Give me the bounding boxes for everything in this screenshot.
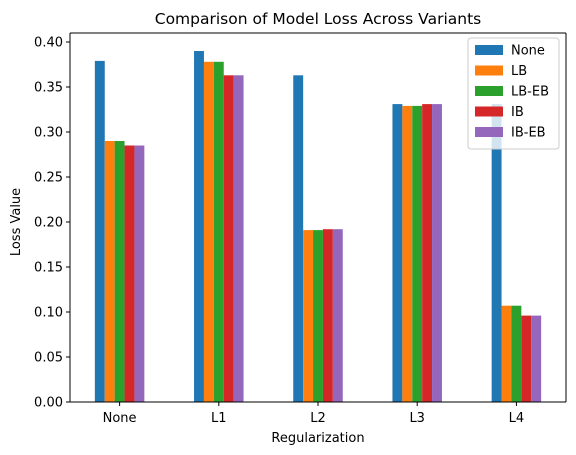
bar-lb-l2 [303,230,314,402]
y-tick-label: 0.20 [34,216,63,231]
bar-lb-l1 [203,61,214,403]
bar-lb-eb-l1 [213,61,224,403]
legend-swatch-none [475,45,503,55]
y-ticks: 0.00 0.05 0.10 0.15 0.20 0.25 0.30 0.35 0.40 [34,36,70,411]
bar-lb-l4 [501,305,512,402]
y-tick-label: 0.15 [34,261,63,276]
legend-label: IB [511,105,524,120]
bar-none-l3 [392,104,403,402]
bar-ib-eb-l2 [332,229,343,402]
x-tick-label: None [103,411,137,426]
bar-ib-l3 [422,104,433,402]
bars-group [94,51,542,403]
bar-lb-l3 [402,105,413,403]
y-tick-label: 0.10 [34,306,63,321]
bar-ib-none [124,145,135,402]
y-tick-label: 0.05 [34,351,63,366]
x-tick-label: L4 [509,411,525,426]
bar-lb-eb-none [114,141,125,402]
bar-ib-eb-l1 [233,75,244,403]
chart-title: Comparison of Model Loss Across Variants [155,10,481,28]
bar-none-l2 [293,75,304,403]
y-tick-label: 0.25 [34,171,63,186]
bar-ib-eb-none [134,145,145,402]
x-axis-label: Regularization [271,431,364,446]
legend: None LB LB-EB IB IB-EB [467,37,560,150]
bar-none-l4 [491,104,502,402]
bar-ib-l4 [521,315,532,402]
x-tick-label: L1 [211,411,227,426]
bar-ib-eb-l4 [531,315,542,402]
legend-swatch-lb-eb [475,86,503,96]
y-tick-label: 0.40 [34,36,63,51]
legend-swatch-ib-eb [475,127,503,137]
y-axis-label: Loss Value [9,188,24,256]
y-tick-label: 0.35 [34,81,63,96]
bar-lb-eb-l2 [313,230,323,402]
bar-none-l1 [194,51,204,402]
bar-ib-l1 [223,75,234,403]
bar-lb-none [104,141,115,402]
bar-ib-eb-l3 [432,104,442,402]
legend-label: IB-EB [511,126,546,141]
x-tick-label: L2 [310,411,326,426]
x-tick-label: L3 [409,411,425,426]
legend-label: LB-EB [511,85,549,100]
y-tick-label: 0.00 [34,396,63,411]
bar-lb-eb-l4 [511,305,522,402]
legend-label: None [511,44,545,59]
legend-swatch-lb [475,65,503,76]
bar-none-none [94,60,105,403]
y-tick-label: 0.30 [34,126,63,141]
x-ticks: None L1 L2 L3 L4 [103,402,525,426]
legend-label: LB [511,64,527,79]
bar-lb-eb-l3 [412,105,423,403]
bar-ib-l2 [322,229,333,402]
legend-swatch-ib [475,106,503,117]
